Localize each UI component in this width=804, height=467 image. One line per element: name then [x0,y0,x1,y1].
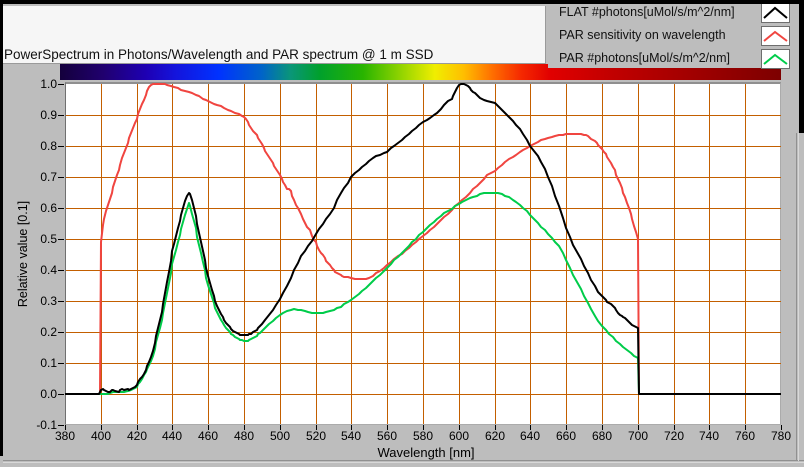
x-tick-label: 400 [90,429,112,443]
y-axis-title: Relative value [0.1] [16,200,30,308]
x-tick-label: 380 [54,429,76,443]
x-tick-label: 600 [448,429,470,443]
y-tick-label: 0.7 [40,170,57,184]
x-tick-label: 780 [770,429,792,443]
x-tick-label: 700 [627,429,649,443]
y-tick-label: 1.0 [40,77,57,91]
x-tick-label: 680 [591,429,613,443]
window-frame-left [0,0,3,456]
window-frame-top [0,0,804,4]
line-style-icon [763,30,788,42]
window-bevel-bottom [3,460,804,463]
y-tick-label: 0.2 [40,325,57,339]
y-tick-label: 0.8 [40,139,57,153]
legend-row-par-sensitivity[interactable]: PAR sensitivity on wavelength [548,25,799,46]
x-tick-label: 660 [555,429,577,443]
x-axis-title: Wavelength [nm] [377,445,475,460]
x-tick-label: 580 [412,429,434,443]
y-tick-label: 0.5 [40,232,57,246]
x-tick-label: 540 [340,429,362,443]
legend-line-swatch-red[interactable] [761,26,790,46]
x-tick-label: 720 [663,429,685,443]
spectrum-color-bar [60,64,781,80]
x-tick-label: 560 [376,429,398,443]
plot-legend: FLAT #photons[uMol/s/m^2/nm] PAR sensiti… [548,0,799,69]
x-tick-label: 480 [233,429,255,443]
legend-label: FLAT #photons[uMol/s/m^2/nm] [559,5,735,19]
x-tick-label: 440 [161,429,183,443]
x-tick-label: 620 [484,429,506,443]
legend-line-swatch-black[interactable] [761,3,790,23]
chart-title: PowerSpectrum in Photons/Wavelength and … [4,47,434,62]
line-style-icon [763,53,788,65]
legend-label: PAR sensitivity on wavelength [559,28,726,42]
line-style-icon [763,6,788,19]
y-tick-label: 0.4 [40,263,57,277]
x-tick-label: 520 [305,429,327,443]
x-tick-label: 740 [698,429,720,443]
window-bevel-right [796,133,799,461]
y-tick-label: 0.0 [40,387,57,401]
y-tick-label: 0.3 [40,294,57,308]
window-frame-right [799,0,804,133]
legend-row-flat-photons[interactable]: FLAT #photons[uMol/s/m^2/nm] [548,2,799,23]
y-tick-label: 0.6 [40,201,57,215]
y-tick-label: 0.1 [40,356,57,370]
y-tick-label: -0.1 [36,418,57,432]
x-tick-label: 640 [519,429,541,443]
title-panel: PowerSpectrum in Photons/Wavelength and … [3,6,546,64]
x-tick-label: 500 [269,429,291,443]
legend-label: PAR #photons[uMol/s/m^2/nm] [559,51,730,65]
x-tick-label: 420 [126,429,148,443]
x-tick-label: 760 [734,429,756,443]
plot-area[interactable] [65,82,781,425]
y-tick-label: 0.9 [40,108,57,122]
legend-line-swatch-green[interactable] [761,49,790,69]
x-tick-label: 460 [197,429,219,443]
legend-row-par-photons[interactable]: PAR #photons[uMol/s/m^2/nm] [548,48,799,69]
